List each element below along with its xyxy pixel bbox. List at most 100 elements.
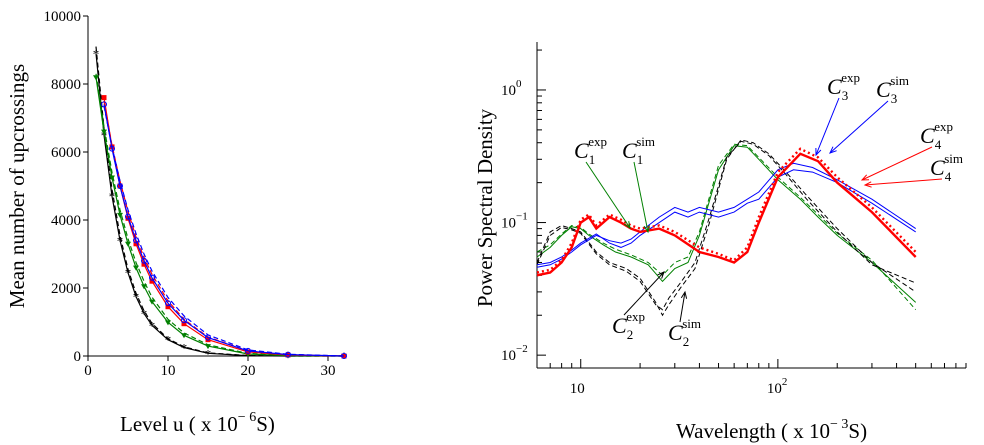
annotation-superscript: exp [841, 70, 860, 85]
left-series-marker [141, 261, 147, 267]
annotation-subscript: 4 [935, 137, 942, 152]
left-x-tick-label: 0 [84, 363, 92, 379]
left-series-marker [117, 183, 123, 189]
right-y-axis-label: Power Spectral Density [473, 108, 497, 307]
right-x-tick-label: 10 [570, 381, 585, 397]
annotation-arrowhead [815, 147, 822, 157]
annotation-base: C [827, 74, 842, 99]
annotation-label: C4 exp [920, 119, 953, 152]
annotation-base: C [668, 320, 683, 345]
annotation-superscript: sim [944, 151, 963, 166]
left-x-tick-label: 20 [241, 363, 256, 379]
annotation-base: C [622, 138, 637, 163]
left-series-marker: * [133, 290, 140, 305]
annotation-superscript: exp [626, 309, 645, 324]
left-y-tick-label: 10000 [44, 9, 82, 25]
left-x-axis-label-main: Level u ( x 10 [120, 412, 238, 436]
left-series-marker [149, 299, 155, 305]
right-y-tick-base: 10 [501, 83, 516, 99]
left-series-marker [245, 349, 251, 355]
annotation-arrow [815, 97, 840, 156]
right-series-group [536, 139, 917, 317]
left-series-marker [133, 265, 139, 271]
left-series-marker [133, 241, 139, 247]
right-y-tick-base: 10 [501, 216, 516, 232]
annotation-label: C1 sim [622, 134, 655, 167]
left-y-axis-label: Mean number of upcrossings [5, 64, 29, 308]
annotation-superscript: exp [588, 134, 607, 149]
annotation-arrow [864, 178, 943, 186]
left-x-axis-label-exponent: − 6 [238, 410, 256, 425]
left-x-tick-label: 10 [161, 363, 176, 379]
left-series-marker [165, 300, 171, 307]
left-series-marker [165, 320, 171, 326]
left-series-marker: * [125, 266, 132, 281]
left-series-marker: * [141, 307, 148, 322]
annotation-subscript: 3 [891, 91, 898, 106]
left-series-marker [141, 284, 147, 290]
right-y-tick-label: 10−1 [501, 211, 528, 232]
left-series-marker: * [181, 341, 188, 356]
left-x-axis-label: Level u ( x 10− 6S) [120, 410, 275, 436]
annotation-arrow [829, 100, 889, 154]
right-x-tick-label: 102 [767, 376, 788, 397]
right-x-tick-base: 10 [767, 381, 782, 397]
left-series-marker [285, 351, 291, 358]
right-x-axis-label-main: Wavelength ( x 10 [676, 419, 830, 443]
left-series-group: ************** [93, 46, 348, 364]
right-series-line-2 [536, 139, 916, 317]
annotation-superscript: sim [682, 316, 701, 331]
left-series-marker [245, 347, 251, 354]
left-x-tick-label: 30 [321, 363, 336, 379]
annotation-label: C3 sim [876, 73, 909, 106]
right-series-line-5 [536, 162, 916, 268]
annotation-base: C [920, 123, 935, 148]
left-series-marker [141, 257, 147, 264]
left-series-marker [117, 212, 123, 218]
right-y-tick-label: 100 [501, 78, 522, 99]
annotation-arrow [585, 161, 631, 229]
left-series-marker: * [205, 346, 212, 361]
annotation-superscript: sim [890, 73, 909, 88]
left-series-marker: * [101, 128, 108, 143]
left-x-axis-label-unit: S) [256, 412, 275, 436]
annotation-arrowhead [657, 271, 665, 279]
annotation-base: C [930, 155, 945, 180]
annotation-arrowhead [623, 221, 631, 230]
left-series-marker [149, 274, 155, 281]
right-y-tick-exponent: −2 [516, 343, 528, 355]
annotation-arrow [861, 146, 933, 181]
annotation-subscript: 2 [627, 327, 634, 342]
annotation-arrowhead [863, 181, 872, 188]
annotation-arrow [679, 291, 686, 323]
annotation-superscript: sim [636, 134, 655, 149]
left-y-tick-label: 6000 [51, 145, 81, 161]
annotation-subscript: 1 [589, 152, 596, 167]
left-series-marker [165, 304, 171, 310]
left-series-line-2 [95, 77, 345, 357]
right-x-axis-label-exponent: − 3 [830, 417, 848, 432]
annotation-arrowhead [860, 174, 870, 181]
annotation-arrow [623, 271, 665, 316]
left-y-tick-label: 2000 [51, 281, 81, 297]
left-y-tick-label: 0 [74, 349, 82, 365]
right-x-tick-base: 10 [570, 381, 585, 397]
annotation-label: C4 sim [930, 151, 963, 184]
right-x-axis-label-unit: S) [848, 419, 867, 443]
left-series-marker: * [165, 333, 172, 348]
left-series-marker [181, 321, 187, 327]
left-axis-ticks: 0 2000 4000 6000 8000 10000 0 10 20 30 [44, 9, 336, 379]
right-series-line-3 [536, 140, 916, 311]
left-series-marker: * [117, 233, 124, 248]
annotation-subscript: 4 [945, 169, 952, 184]
upcrossings-chart: 0 2000 4000 6000 8000 10000 0 10 20 30 Mean numbe… [5, 9, 347, 436]
right-y-tick-exponent: −1 [516, 211, 528, 223]
left-series-line-3 [95, 73, 345, 357]
annotation-base: C [574, 138, 589, 163]
annotation-label: C3 exp [827, 70, 860, 103]
annotation-arrowhead [643, 225, 650, 234]
